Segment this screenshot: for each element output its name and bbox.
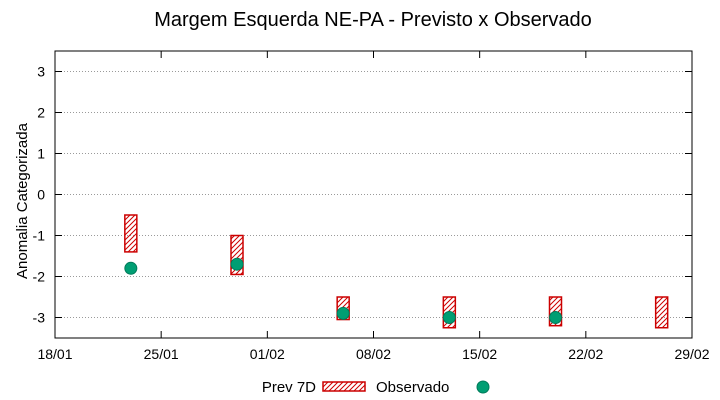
x-tick-label: 18/01: [37, 346, 72, 362]
forecast-range-box: [124, 214, 138, 253]
data-series: [124, 214, 669, 329]
legend-swatch-prev-7d: [322, 381, 366, 392]
x-tick-label: 29/02: [674, 346, 709, 362]
x-tick-label: 01/02: [250, 346, 285, 362]
forecast-range-box: [654, 296, 669, 329]
x-tick-label: 25/01: [144, 346, 179, 362]
chart-title: Margem Esquerda NE-PA - Previsto x Obser…: [154, 9, 592, 31]
x-tick-label: 22/02: [568, 346, 603, 362]
y-axis-label: Anomalia Categorizada: [14, 122, 31, 279]
legend-marker-observado: [476, 380, 490, 394]
grid-lines: [55, 71, 692, 318]
legend: Prev 7D Observado: [262, 379, 490, 396]
observed-point: [549, 311, 562, 324]
y-tick-label: 0: [37, 187, 45, 203]
legend-label-prev-7d: Prev 7D: [262, 379, 316, 396]
x-tick-label: 15/02: [462, 346, 497, 362]
y-tick-label: -3: [33, 310, 46, 326]
observed-point: [442, 311, 456, 324]
y-tick-label: 1: [37, 146, 45, 162]
y-tick-label: -2: [33, 269, 46, 285]
y-tick-label: -1: [33, 228, 46, 244]
y-tick-label: 2: [37, 105, 45, 121]
y-tick-label: 3: [37, 64, 45, 80]
legend-label-observado: Observado: [376, 379, 449, 396]
observed-point: [336, 306, 350, 320]
observed-point: [230, 257, 244, 271]
axis-ticks: 3 2 1 0 -1 -2 -3 18/01 25/01 01/02 08/02 15/02 22/02…: [33, 51, 710, 362]
observed-point: [124, 261, 138, 275]
x-tick-label: 08/02: [356, 346, 391, 362]
